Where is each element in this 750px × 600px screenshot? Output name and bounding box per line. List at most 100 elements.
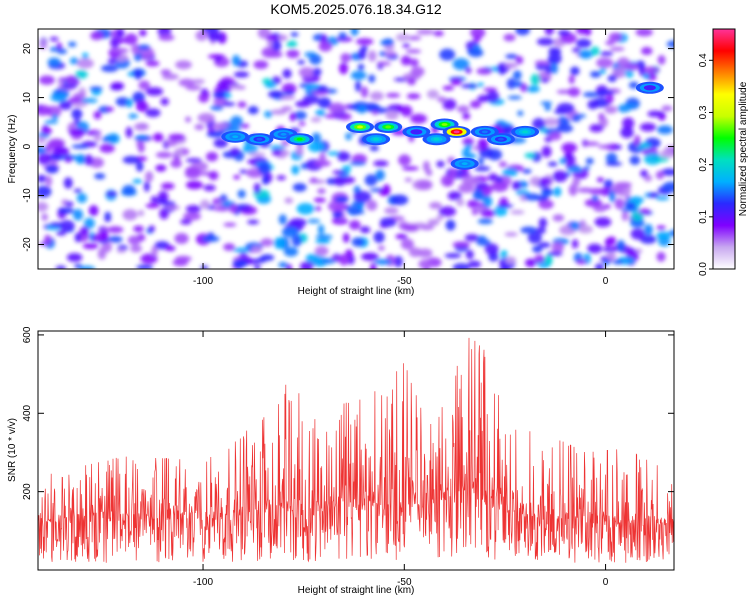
spectrogram-cell [58,207,75,214]
spectrogram-cell [164,245,176,252]
spectrogram-x-ticks: -100 -50 0 [193,29,609,287]
spectrogram-cell [538,217,548,229]
spectrogram-y-tick-label: 10 [22,92,33,104]
spectrogram-cell [185,180,203,190]
spectrogram-cell [623,103,639,108]
spectrogram-cell [278,214,287,225]
spectrogram-cell [582,91,599,98]
spectrogram-cell [304,83,322,91]
spectrogram-cell [530,73,541,86]
spectrogram-cell [379,217,397,228]
spectrogram-cell [639,122,657,132]
spectrogram-cell [371,110,379,116]
spectrogram-cell [44,119,59,124]
spectrogram-cell [609,190,616,203]
spectrogram-cell [624,69,634,78]
spectrogram-cell [444,252,462,259]
spectrogram-cell [552,214,565,222]
spectrogram-cell [350,29,359,36]
spectrogram-cell [158,34,175,41]
spectrogram-cell [328,102,346,115]
spectrogram-cell [544,63,553,75]
spectrogram-cell [145,108,161,118]
spectrogram-cell [51,114,59,120]
spectrogram-cell [407,77,416,86]
spectrogram-cell [210,105,224,111]
spectrogram-cell [557,29,571,36]
spectrogram-cell [84,154,94,166]
spectrogram-cell [465,249,474,260]
colorbar-tick-label: 0.1 [698,209,709,223]
spectrogram-cell [197,112,215,123]
spectrogram-cell [76,193,88,204]
spectrogram-y-axis-label: Frequency (Hz) [7,115,18,184]
spectrogram-cell [139,29,147,37]
spectrogram-cell [228,203,238,214]
spectrogram-cell [55,265,67,269]
spectrogram-cell [355,38,374,46]
spectrogram-cell [462,112,471,120]
spectrogram-cell [323,113,341,119]
spectrogram-cell [138,80,151,91]
spectrogram-cell [498,161,508,168]
spectrogram-cell [194,123,205,131]
spectrogram-cell [53,147,70,154]
spectrogram-cell [262,78,272,85]
snr-x-ticks: -100 -50 0 [193,331,609,588]
spectrogram-cell [357,203,364,211]
spectrogram-cell [307,141,325,153]
spectrogram-cell [448,167,458,179]
spectrogram-cell [506,78,516,90]
spectrogram-cell [597,144,611,150]
spectrogram-cell [145,60,160,67]
spectrogram-cell [315,234,333,240]
spectrogram-cell [513,80,523,88]
spectrogram-cell [427,218,440,226]
spectrogram-cell [594,216,612,228]
spectrogram-cell [272,39,282,52]
spectrogram-cell [532,245,543,253]
spectrogram-cell [341,165,352,172]
spectrogram-cell [45,164,59,174]
spectrogram-x-tick-label: -50 [397,276,412,287]
spectrogram-cell [622,117,635,130]
spectrogram-cell [312,67,322,77]
spectrogram-cell [238,206,252,212]
spectrogram-cell [477,82,485,87]
spectrogram-cell [655,196,670,201]
spectrogram-hotspot [422,133,451,146]
spectrogram-cell [426,89,439,99]
spectrogram-cell [418,259,432,269]
spectrogram-cell [317,188,326,194]
spectrogram-cell [465,67,472,74]
spectrogram-cell [391,194,409,206]
spectrogram-cell [108,235,123,243]
spectrogram-cell [136,264,154,269]
spectrogram-cell [357,104,367,114]
spectrogram-cell [338,112,352,121]
spectrogram-cell [247,106,259,115]
spectrogram-cell [216,79,234,92]
spectrogram-cell [395,33,411,42]
spectrogram-cell [482,87,498,92]
snr-x-axis-label: Height of straight line (km) [298,585,415,596]
spectrogram-cell [606,93,614,104]
spectrogram-cell [522,168,532,174]
spectrogram-cell [315,239,331,245]
spectrogram-cell [89,86,103,91]
chart-title: KOM5.2025.076.18.34.G12 [270,1,441,17]
spectrogram-cell [334,175,346,187]
spectrogram-cell [49,46,59,52]
spectrogram-cell [338,253,350,266]
spectrogram-cell [524,152,536,159]
spectrogram-cell [614,198,625,210]
spectrogram-cell [39,38,48,50]
spectrogram-cell [317,97,332,109]
spectrogram-cell [408,247,422,258]
spectrogram-cell [56,48,68,55]
spectrogram-cell [299,261,314,269]
spectrogram-cell [538,199,554,210]
spectrogram-cell [359,226,371,234]
spectrogram-cell [419,224,435,231]
